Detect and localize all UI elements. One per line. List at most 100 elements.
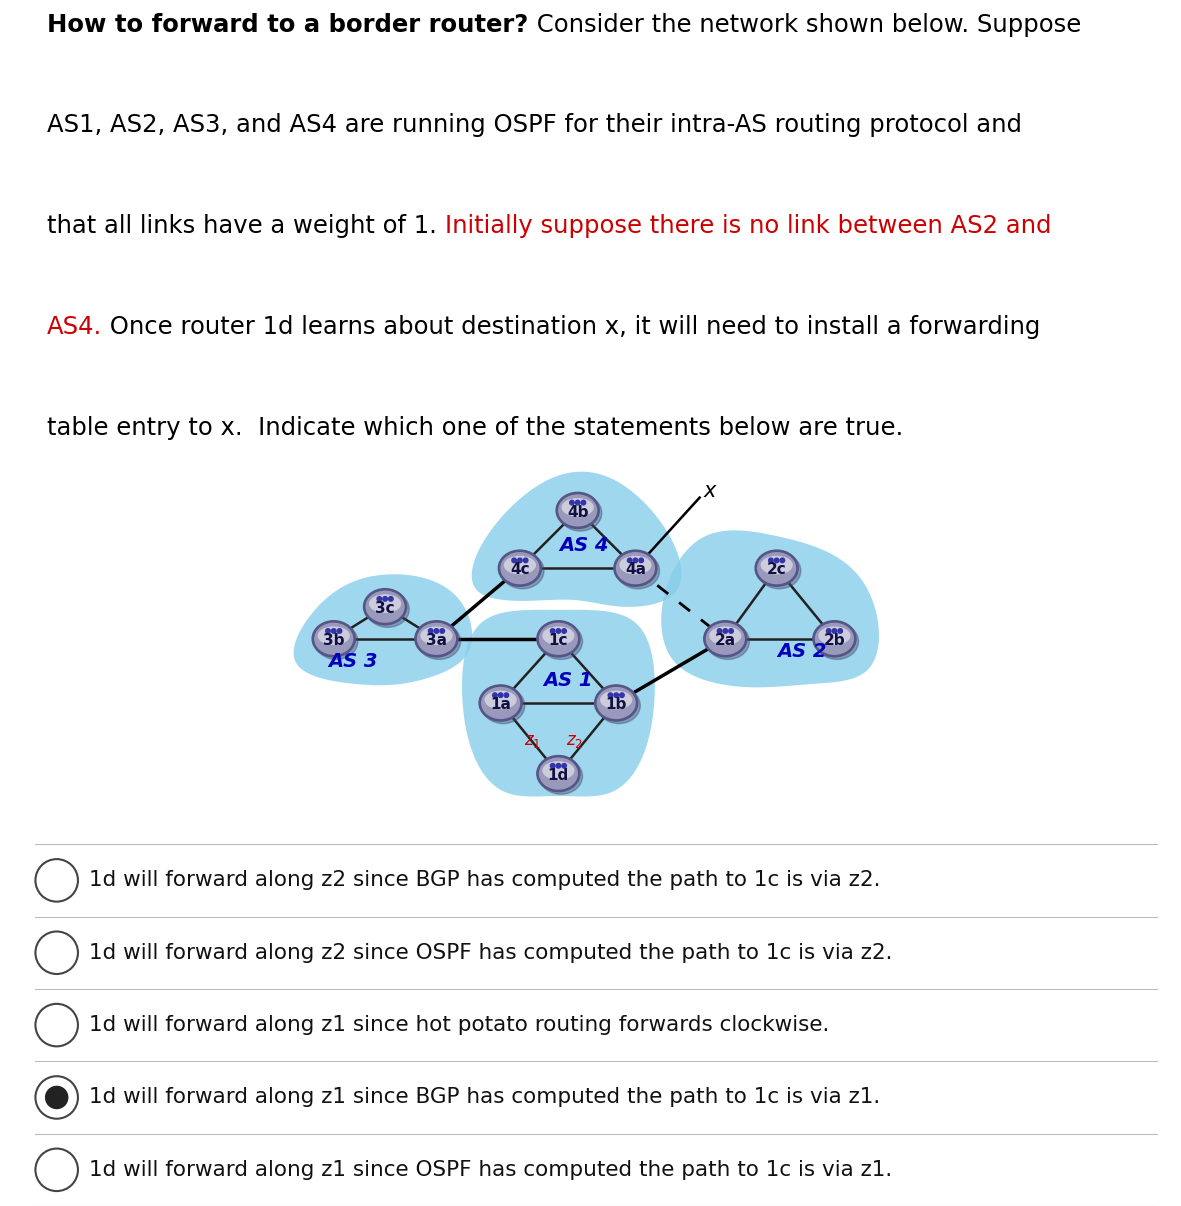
Ellipse shape (315, 624, 358, 660)
Text: 2a: 2a (715, 633, 736, 648)
Text: 2c: 2c (766, 562, 787, 578)
Text: AS 3: AS 3 (328, 651, 378, 671)
Ellipse shape (559, 494, 602, 531)
Ellipse shape (504, 556, 535, 574)
Circle shape (562, 763, 567, 768)
Text: 1d will forward along z2 since BGP has computed the path to 1c is via z2.: 1d will forward along z2 since BGP has c… (89, 871, 880, 890)
Ellipse shape (620, 556, 651, 574)
Ellipse shape (415, 621, 458, 657)
PathPatch shape (462, 610, 654, 796)
Text: 4a: 4a (625, 562, 646, 578)
Circle shape (429, 628, 433, 633)
Circle shape (523, 558, 528, 563)
Ellipse shape (366, 591, 404, 622)
Circle shape (827, 628, 831, 633)
Circle shape (377, 597, 381, 601)
Ellipse shape (482, 687, 524, 724)
Text: $z_1$: $z_1$ (524, 732, 541, 750)
Ellipse shape (816, 624, 854, 654)
Circle shape (614, 693, 619, 697)
Ellipse shape (315, 624, 353, 654)
Ellipse shape (706, 624, 744, 654)
Ellipse shape (758, 552, 796, 584)
Text: 1d will forward along z1 since OSPF has computed the path to 1c is via z1.: 1d will forward along z1 since OSPF has … (89, 1160, 892, 1179)
Circle shape (517, 558, 522, 563)
Ellipse shape (364, 589, 406, 625)
Circle shape (326, 628, 331, 633)
Circle shape (775, 558, 779, 563)
Text: Consider the network shown below. Suppose: Consider the network shown below. Suppos… (529, 12, 1081, 36)
Text: Initially suppose there is no link between AS2 and: Initially suppose there is no link betwe… (445, 215, 1051, 239)
Text: How to forward to a border router?: How to forward to a border router? (47, 12, 529, 36)
Ellipse shape (598, 687, 635, 719)
Text: 4b: 4b (567, 504, 588, 520)
Text: table entry to x.  Indicate which one of the statements below are true.: table entry to x. Indicate which one of … (47, 416, 903, 440)
Circle shape (550, 763, 555, 768)
Circle shape (769, 558, 774, 563)
Circle shape (781, 558, 784, 563)
Circle shape (833, 628, 836, 633)
Ellipse shape (46, 1087, 67, 1108)
Ellipse shape (616, 552, 654, 584)
PathPatch shape (661, 531, 879, 687)
Text: $z_2$: $z_2$ (566, 732, 583, 750)
Text: AS 4: AS 4 (560, 537, 609, 555)
Circle shape (608, 693, 613, 697)
Circle shape (562, 628, 567, 633)
Ellipse shape (818, 627, 850, 644)
PathPatch shape (294, 574, 472, 685)
Ellipse shape (710, 627, 740, 644)
Ellipse shape (706, 624, 750, 660)
Text: 1a: 1a (490, 697, 511, 712)
Ellipse shape (614, 550, 657, 586)
Ellipse shape (815, 624, 859, 660)
Ellipse shape (594, 685, 638, 721)
Circle shape (498, 693, 503, 697)
Circle shape (837, 628, 842, 633)
Ellipse shape (813, 621, 856, 657)
Ellipse shape (422, 627, 452, 644)
Text: 1d will forward along z1 since hot potato routing forwards clockwise.: 1d will forward along z1 since hot potat… (89, 1015, 829, 1035)
Ellipse shape (540, 624, 578, 654)
Ellipse shape (540, 759, 578, 789)
Ellipse shape (758, 552, 801, 589)
Circle shape (717, 628, 722, 633)
Ellipse shape (482, 687, 520, 719)
Text: 1d will forward along z2 since OSPF has computed the path to 1c is via z2.: 1d will forward along z2 since OSPF has … (89, 943, 892, 962)
Circle shape (383, 597, 387, 601)
Ellipse shape (537, 621, 580, 657)
Circle shape (556, 763, 561, 768)
Ellipse shape (370, 595, 400, 613)
Circle shape (627, 558, 632, 563)
Text: 1d will forward along z1 since BGP has computed the path to 1c is via z1.: 1d will forward along z1 since BGP has c… (89, 1088, 880, 1107)
Text: 3a: 3a (426, 633, 446, 648)
Text: 3c: 3c (376, 601, 394, 616)
Circle shape (723, 628, 727, 633)
Ellipse shape (598, 687, 640, 724)
Ellipse shape (537, 755, 580, 791)
Circle shape (435, 628, 438, 633)
Circle shape (550, 628, 555, 633)
Text: 3b: 3b (322, 633, 345, 648)
Ellipse shape (540, 624, 582, 660)
Ellipse shape (704, 621, 746, 657)
Ellipse shape (559, 494, 596, 526)
Circle shape (729, 628, 733, 633)
Text: AS 1: AS 1 (543, 671, 593, 690)
Circle shape (492, 693, 497, 697)
Circle shape (504, 693, 509, 697)
Text: 1d: 1d (548, 768, 569, 783)
Text: 1b: 1b (606, 697, 627, 712)
Text: AS1, AS2, AS3, and AS4 are running OSPF for their intra-AS routing protocol and: AS1, AS2, AS3, and AS4 are running OSPF … (47, 113, 1023, 137)
Circle shape (441, 628, 444, 633)
Ellipse shape (540, 759, 582, 795)
Ellipse shape (762, 556, 792, 574)
Circle shape (338, 628, 341, 633)
Ellipse shape (417, 624, 461, 660)
Text: 4c: 4c (510, 562, 530, 578)
Circle shape (511, 558, 516, 563)
Text: x: x (703, 481, 716, 502)
Ellipse shape (312, 621, 355, 657)
Text: AS 2: AS 2 (777, 642, 827, 661)
Circle shape (575, 500, 580, 505)
